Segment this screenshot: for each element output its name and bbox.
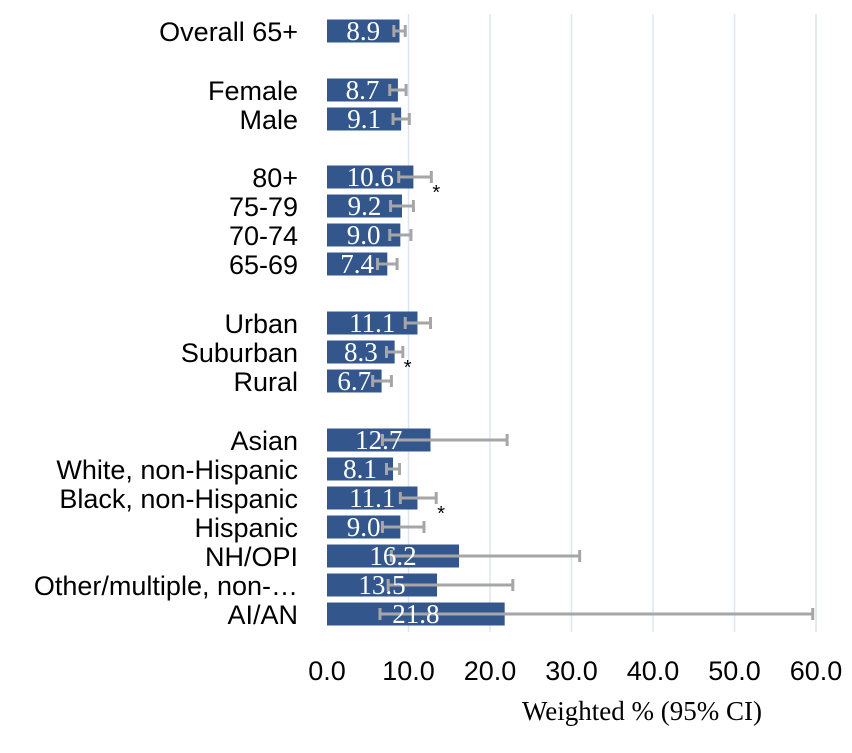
bar	[327, 223, 401, 247]
category-label: 75-79	[229, 192, 298, 222]
data-label: 9.0	[347, 512, 381, 542]
bar	[327, 573, 438, 597]
category-label: 65-69	[229, 250, 298, 280]
error-bar	[386, 579, 515, 591]
significance-marker: *	[404, 357, 412, 379]
category-label: White, non-Hispanic	[56, 455, 298, 485]
category-label: Rural	[233, 367, 298, 397]
category-label: Black, non-Hispanic	[59, 484, 298, 514]
category-label: Hispanic	[194, 513, 298, 543]
bar	[327, 19, 400, 43]
data-label: 6.7	[337, 366, 371, 396]
x-axis-title: Weighted % (95% CI)	[522, 696, 762, 726]
data-label: 8.9	[346, 16, 380, 46]
bar	[327, 428, 431, 452]
category-label: 80+	[252, 163, 298, 193]
x-tick-label: 60.0	[790, 656, 843, 686]
data-label: 16.2	[369, 541, 416, 571]
bar	[327, 194, 402, 218]
category-label: AI/AN	[227, 600, 298, 630]
error-bar	[391, 113, 411, 125]
bar	[327, 369, 382, 393]
data-label: 12.7	[355, 425, 402, 455]
significance-marker: *	[437, 503, 445, 525]
error-bars	[371, 25, 815, 620]
category-label: Overall 65+	[159, 17, 298, 47]
error-bar	[403, 317, 433, 329]
data-label: 8.1	[343, 454, 377, 484]
error-bar	[398, 492, 438, 504]
error-bar	[376, 258, 399, 270]
category-label: Asian	[230, 426, 298, 456]
data-label: 10.6	[347, 162, 394, 192]
error-bar	[389, 200, 415, 212]
bar	[327, 340, 395, 364]
bar	[327, 107, 402, 131]
data-label: 8.3	[344, 337, 378, 367]
category-label: Other/multiple, non-…	[34, 571, 298, 601]
data-label: 11.1	[349, 483, 395, 513]
category-label: Female	[208, 76, 298, 106]
error-bar	[388, 84, 408, 96]
bar	[327, 252, 388, 276]
data-label: 9.2	[348, 191, 382, 221]
x-tick-labels: 0.0 10.0 20.0 30.0 40.0 50.0 60.0	[308, 656, 842, 686]
data-label: 21.8	[392, 599, 439, 629]
bar	[327, 78, 398, 102]
data-label: 7.4	[340, 249, 374, 279]
category-label: 70-74	[229, 221, 298, 251]
bar	[327, 486, 418, 510]
category-label: Male	[239, 105, 298, 135]
category-label: Suburban	[181, 338, 298, 368]
data-label: 8.7	[346, 75, 380, 105]
x-tick-label: 40.0	[627, 656, 680, 686]
error-bar	[380, 434, 509, 446]
x-tick-label: 20.0	[464, 656, 517, 686]
gridlines	[407, 14, 817, 632]
error-bar	[392, 25, 407, 37]
data-label: 9.1	[347, 104, 381, 134]
bar	[327, 457, 394, 481]
error-bar	[384, 463, 402, 475]
bars	[327, 19, 505, 626]
error-bar	[384, 346, 405, 358]
error-bar	[389, 550, 582, 562]
error-bar	[378, 608, 815, 620]
significance-marker: *	[432, 182, 440, 204]
data-label: 9.0	[347, 220, 381, 250]
error-bar	[388, 229, 413, 241]
x-tick-label: 10.0	[382, 656, 435, 686]
data-label: 13.5	[358, 570, 405, 600]
x-tick-label: 30.0	[545, 656, 598, 686]
category-label: NH/OPI	[205, 542, 298, 572]
category-label: Urban	[224, 309, 298, 339]
error-bar	[371, 375, 393, 387]
bar	[327, 311, 418, 335]
x-tick-label: 0.0	[308, 656, 346, 686]
data-labels: 8.98.79.110.6*9.29.07.411.18.3*6.712.78.…	[337, 16, 445, 629]
bar	[327, 165, 414, 189]
error-bar	[380, 521, 426, 533]
data-label: 11.1	[349, 308, 395, 338]
x-tick-label: 50.0	[708, 656, 761, 686]
error-bar	[397, 171, 433, 183]
